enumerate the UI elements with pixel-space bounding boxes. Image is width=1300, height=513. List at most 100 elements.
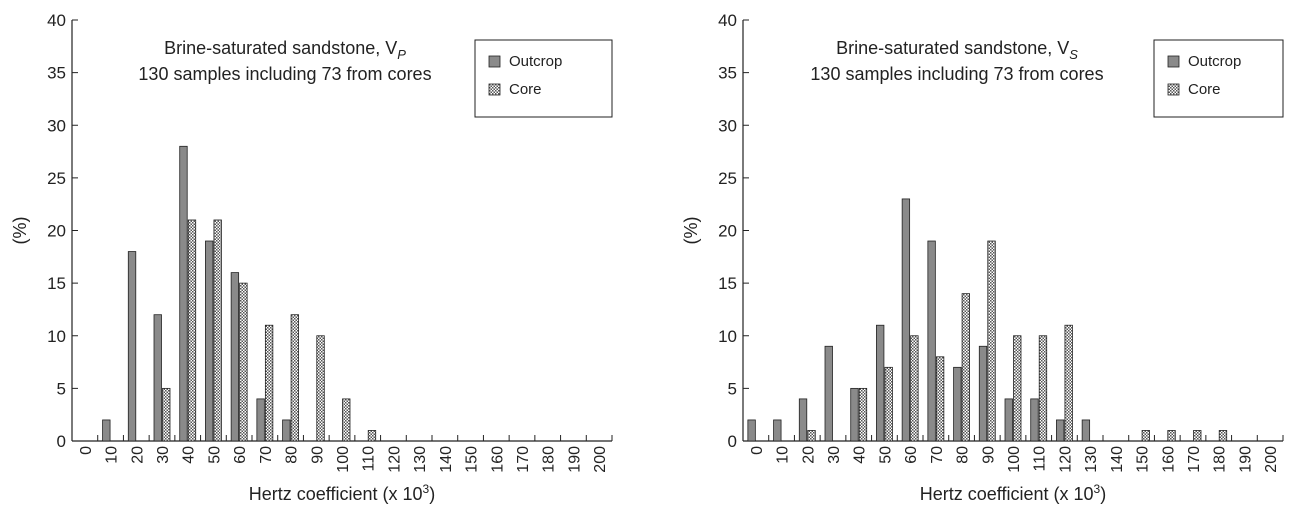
bar-core [1193, 430, 1202, 442]
x-tick-label: 110 [361, 446, 378, 472]
bar-outcrop [127, 251, 137, 442]
x-tick-label: 170 [1186, 446, 1203, 473]
bar-core [1218, 430, 1228, 442]
legend-swatch-outcrop [1167, 55, 1180, 68]
x-tick-label: 50 [877, 446, 894, 464]
y-tick-label: 30 [718, 116, 737, 135]
bar-core [342, 398, 351, 442]
y-tick-label: 30 [47, 116, 66, 135]
y-tick-label: 40 [718, 11, 737, 30]
x-tick-label: 60 [232, 446, 249, 464]
x-tick-label: 0 [749, 446, 766, 455]
x-tick-label: 80 [955, 446, 972, 464]
x-tick-label: 100 [1006, 446, 1023, 473]
bar-core [935, 356, 945, 442]
bar-outcrop [256, 398, 265, 442]
bar-core [858, 387, 868, 442]
bar-core [1167, 430, 1176, 442]
bar-outcrop [953, 366, 962, 442]
x-tick-label: 10 [775, 446, 792, 464]
legend-label-outcrop: Outcrop [509, 53, 562, 70]
bar-outcrop [798, 398, 808, 442]
x-tick-label: 170 [515, 446, 532, 473]
bar-core [987, 240, 996, 442]
y-tick-label: 20 [47, 222, 66, 241]
bar-core [162, 387, 171, 442]
bar-core [367, 430, 377, 442]
bar-core [1013, 335, 1022, 442]
x-tick-label: 150 [1135, 446, 1152, 473]
x-tick-label: 70 [258, 446, 275, 464]
legend: Outcrop Core [1153, 39, 1284, 118]
bar-core [316, 335, 325, 442]
y-tick-label: 35 [47, 64, 66, 83]
x-tick-label: 90 [980, 446, 997, 464]
bar-outcrop [1004, 398, 1013, 442]
legend-label-core: Core [1188, 81, 1221, 98]
y-tick-label: 0 [57, 432, 66, 451]
bar-core [264, 324, 274, 442]
bar-outcrop [901, 198, 911, 442]
bar-core [910, 335, 919, 442]
x-tick-label: 120 [386, 446, 403, 473]
bar-outcrop [978, 345, 988, 442]
y-tick-label: 5 [57, 379, 66, 398]
y-tick-label: 15 [47, 274, 66, 293]
x-tick-label: 130 [1083, 446, 1100, 473]
bar-outcrop [747, 419, 756, 442]
bar-outcrop [927, 240, 936, 442]
x-tick-label: 0 [78, 446, 95, 455]
x-tick-label: 40 [181, 446, 198, 464]
y-tick-label: 40 [47, 11, 66, 30]
y-tick-label: 5 [728, 379, 737, 398]
x-tick-label: 120 [1057, 446, 1074, 473]
bar-outcrop [282, 419, 291, 442]
legend-label-core: Core [509, 81, 542, 98]
y-axis-label: (%) [681, 217, 701, 245]
y-tick-label: 25 [47, 169, 66, 188]
legend-box [1153, 39, 1284, 118]
x-tick-label: 90 [309, 446, 326, 464]
bar-core [1141, 430, 1150, 442]
x-tick-label: 200 [592, 446, 609, 473]
chart-panel-1: 0 5 10 15 20 25 30 35 40 0 10 20 30 40 50 60 70 80 90 100 11… [10, 11, 613, 504]
legend: Outcrop Core [474, 39, 613, 118]
chart-title-line1: Brine-saturated sandstone, VS [836, 38, 1078, 62]
y-tick-label: 15 [718, 274, 737, 293]
chart-title-line2: 130 samples including 73 from cores [810, 64, 1103, 84]
legend-swatch-core [1167, 83, 1180, 96]
bar-outcrop [773, 419, 782, 442]
bar-core [239, 282, 248, 442]
x-axis-label: Hertz coefficient (x 103) [249, 482, 435, 504]
x-tick-label: 160 [1160, 446, 1177, 473]
y-tick-label: 10 [47, 327, 66, 346]
x-tick-label: 180 [1212, 446, 1229, 473]
bar-outcrop [850, 387, 859, 442]
x-tick-label: 20 [800, 446, 817, 464]
chart-title-line2: 130 samples including 73 from cores [138, 64, 431, 84]
x-tick-label: 80 [284, 446, 301, 464]
x-tick-label: 100 [335, 446, 352, 473]
bar-core [807, 430, 816, 442]
x-tick-label: 190 [1237, 446, 1254, 473]
legend-swatch-core [488, 83, 501, 96]
x-tick-label: 130 [412, 446, 429, 473]
y-tick-label: 20 [718, 222, 737, 241]
bar-outcrop [1081, 419, 1091, 442]
x-tick-label: 150 [464, 446, 481, 473]
bar-core [884, 366, 893, 442]
bar-outcrop [876, 324, 885, 442]
bar-outcrop [230, 272, 240, 442]
legend-box [474, 39, 613, 118]
x-tick-label: 70 [929, 446, 946, 464]
chart-title-line1: Brine-saturated sandstone, VP [164, 38, 406, 62]
bar-outcrop [1056, 419, 1065, 442]
x-tick-label: 20 [129, 446, 146, 464]
legend-swatch-outcrop [488, 55, 501, 68]
bar-core [1038, 335, 1048, 442]
bar-outcrop [102, 419, 111, 442]
x-tick-label: 40 [852, 446, 869, 464]
bar-core [187, 219, 197, 442]
bar-core [1064, 324, 1073, 442]
x-tick-label: 200 [1263, 446, 1280, 473]
